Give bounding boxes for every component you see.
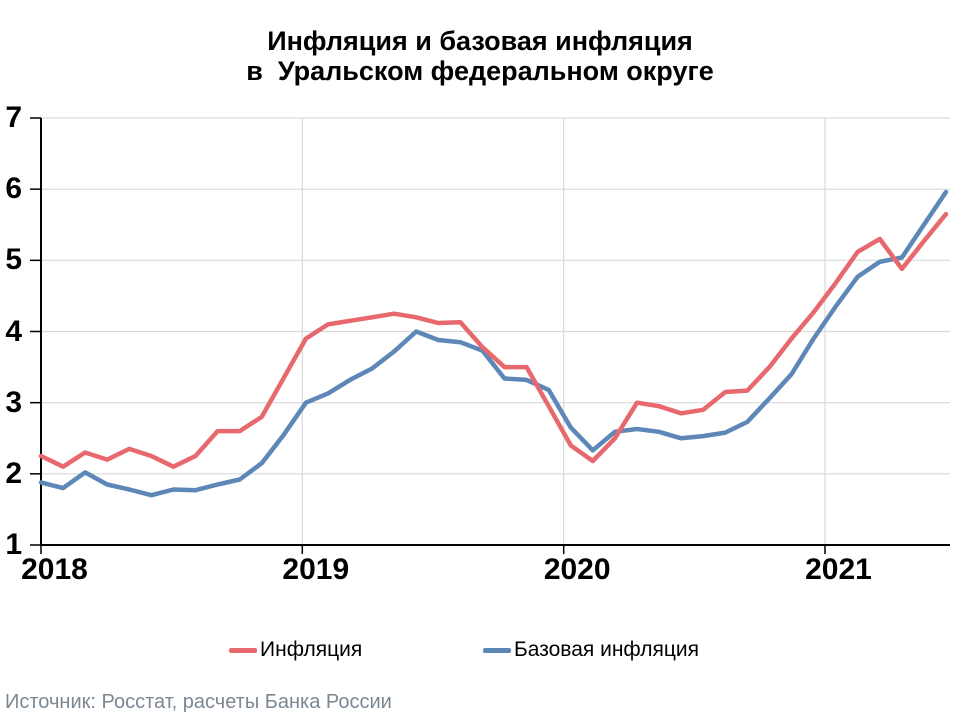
core-inflation-line xyxy=(38,189,949,498)
y-axis-tick-label: 6 xyxy=(5,172,22,206)
legend-label-inflation: Инфляция xyxy=(260,638,363,661)
inflation-line xyxy=(38,211,949,469)
y-axis-tick-label: 3 xyxy=(5,385,22,419)
y-axis-tick-label: 5 xyxy=(5,243,22,277)
source-note: Источник: Росстат, расчеты Банка России xyxy=(5,691,392,713)
y-axis-tick-label: 1 xyxy=(5,528,22,561)
inflation-line-swatch xyxy=(229,647,257,653)
core-inflation-line-swatch xyxy=(483,647,511,653)
chart-title-line2: в Уральском федеральном округе xyxy=(246,56,714,86)
x-axis-tick-label: 2020 xyxy=(543,553,611,586)
legend-item-inflation: Инфляция xyxy=(229,638,362,662)
y-axis-tick-label: 2 xyxy=(5,456,22,490)
chart-title-line1: Инфляция и базовая инфляция xyxy=(267,26,693,56)
legend-item-core-inflation: Базовая инфляция xyxy=(483,638,699,662)
chart-title: Инфляция и базовая инфляция в Уральском … xyxy=(0,26,960,86)
axes xyxy=(30,117,950,554)
y-axis-tick-label: 7 xyxy=(5,101,22,134)
legend-label-core-inflation: Базовая инфляция xyxy=(514,638,700,661)
x-axis-tick-label: 2021 xyxy=(805,553,872,586)
x-axis-tick-label: 2019 xyxy=(282,553,350,586)
x-axis-tick-label: 2018 xyxy=(21,553,88,586)
y-axis-tick-label: 4 xyxy=(5,314,22,348)
gridlines xyxy=(41,117,950,545)
